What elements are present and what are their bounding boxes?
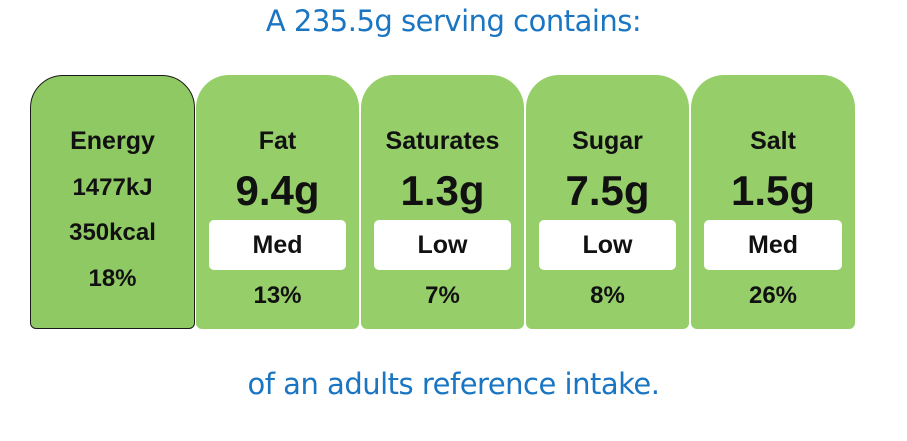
salt-level-badge: Med — [704, 220, 842, 270]
fat-percent: 13% — [253, 282, 302, 309]
energy-card: Energy 1477kJ 350kcal 18% — [30, 75, 195, 329]
energy-kj: 1477kJ — [72, 174, 153, 201]
fat-amount: 9.4g — [235, 167, 320, 214]
saturates-amount: 1.3g — [400, 167, 485, 214]
saturates-card: Saturates 1.3g Low 7% — [361, 75, 524, 329]
sugar-percent: 8% — [590, 282, 625, 309]
salt-percent: 26% — [748, 282, 798, 309]
sugar-card: Sugar 7.5g Low 8% — [526, 75, 689, 329]
salt-card: Salt 1.5g Med 26% — [691, 75, 855, 329]
sugar-amount: 7.5g — [565, 167, 650, 214]
salt-title: Salt — [750, 127, 796, 155]
fat-level-badge: Med — [209, 220, 346, 270]
energy-title: Energy — [70, 127, 155, 155]
salt-amount: 1.5g — [730, 167, 816, 214]
sugar-level-badge: Low — [539, 220, 676, 270]
energy-percent: 18% — [88, 265, 137, 292]
reference-intake-footer: of an adults reference intake. — [247, 367, 660, 401]
energy-kcal: 350kcal — [69, 219, 156, 246]
serving-heading: A 235.5g serving contains: — [265, 4, 642, 38]
saturates-level-badge: Low — [374, 220, 511, 270]
fat-card: Fat 9.4g Med 13% — [196, 75, 359, 329]
sugar-title: Sugar — [572, 127, 643, 155]
saturates-title: Saturates — [385, 127, 500, 155]
fat-title: Fat — [258, 127, 297, 155]
saturates-percent: 7% — [425, 282, 460, 309]
